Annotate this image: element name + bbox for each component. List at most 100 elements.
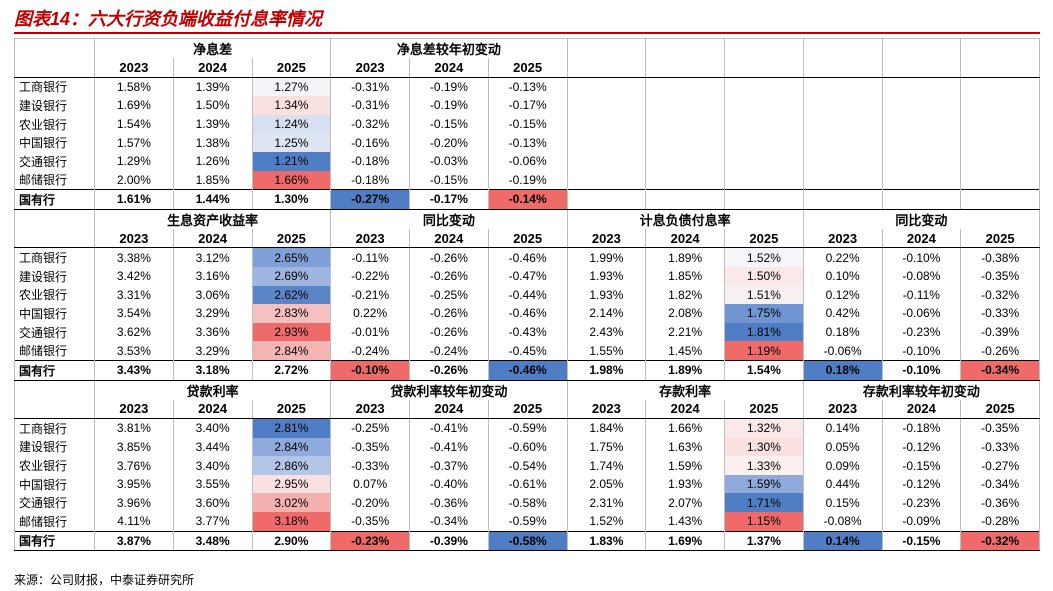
bank-row: 邮储银行 4.11% 3.77% 3.18% -0.35% -0.34% -0.59% 1.5…	[14, 512, 1040, 532]
empty-cell	[960, 189, 1040, 210]
total-row: 国有行 3.43% 3.18% 2.72% -0.10% -0.26% -0.46% 1.98…	[14, 359, 1040, 381]
bank-row: 中国银行 1.57% 1.38% 1.25% -0.16% -0.20% -0.13%	[14, 133, 1040, 152]
empty-cell	[881, 38, 962, 58]
total-value: -0.27%	[330, 189, 410, 210]
empty-cell	[566, 133, 647, 152]
empty-cell	[645, 38, 725, 58]
value-cell: -0.61%	[487, 474, 568, 494]
value-cell: 1.52%	[724, 247, 804, 267]
value-cell: -0.26%	[409, 304, 489, 323]
year-header: 2025	[251, 228, 332, 249]
year-header: 2025	[487, 58, 568, 78]
value-cell: -0.31%	[330, 77, 410, 97]
value-cell: -0.11%	[330, 247, 410, 267]
value-cell: -0.01%	[330, 322, 410, 342]
empty-cell	[802, 114, 883, 134]
empty-cell	[802, 96, 883, 115]
empty-cell	[645, 77, 725, 97]
value-cell: 3.29%	[172, 341, 253, 361]
value-cell: 1.39%	[172, 114, 253, 134]
value-cell: 3.60%	[172, 493, 253, 513]
bank-row: 邮储银行 2.00% 1.85% 1.66% -0.18% -0.15% -0.19%	[14, 170, 1040, 190]
empty-cell	[802, 58, 883, 78]
value-cell: 0.14%	[802, 418, 883, 438]
value-cell: -0.10%	[881, 341, 962, 361]
value-cell: 1.84%	[566, 418, 647, 438]
value-cell: -0.33%	[960, 437, 1040, 457]
total-value: -0.34%	[960, 359, 1040, 381]
bank-name: 工商银行	[14, 247, 95, 267]
value-cell: -0.44%	[487, 285, 568, 305]
value-cell: 0.18%	[802, 322, 883, 342]
bank-name: 建设银行	[14, 437, 95, 457]
value-cell: 2.05%	[566, 474, 647, 494]
bank-row: 工商银行 3.38% 3.12% 2.65% -0.11% -0.26% -0.46% 1.9…	[14, 247, 1040, 267]
bank-name: 中国银行	[14, 133, 95, 152]
empty-cell	[960, 114, 1040, 134]
value-cell: -0.41%	[409, 418, 489, 438]
total-value: 3.18%	[172, 359, 253, 381]
value-cell: 1.55%	[566, 341, 647, 361]
value-cell: 2.93%	[251, 322, 332, 342]
total-value: 1.83%	[566, 530, 647, 552]
empty-cell	[960, 96, 1040, 115]
value-cell: -0.33%	[330, 456, 410, 475]
value-cell: 1.93%	[645, 474, 725, 494]
value-cell: 0.22%	[330, 304, 410, 323]
empty-cell	[802, 170, 883, 190]
value-cell: 2.86%	[251, 456, 332, 475]
year-header: 2023	[94, 399, 174, 420]
total-label: 国有行	[14, 189, 95, 210]
value-cell: 1.45%	[645, 341, 725, 361]
value-cell: -0.34%	[960, 474, 1040, 494]
empty-cell	[566, 58, 647, 78]
value-cell: 1.66%	[645, 418, 725, 438]
value-cell: 2.21%	[645, 322, 725, 342]
value-cell: -0.38%	[960, 247, 1040, 267]
value-cell: 3.18%	[251, 512, 332, 532]
value-cell: 1.39%	[172, 77, 253, 97]
bank-row: 农业银行 3.31% 3.06% 2.62% -0.21% -0.25% -0.44% 1.9…	[14, 285, 1040, 305]
value-cell: 1.74%	[566, 456, 647, 475]
value-cell: -0.18%	[330, 170, 410, 190]
bank-row: 建设银行 1.69% 1.50% 1.34% -0.31% -0.19% -0.17%	[14, 96, 1040, 115]
value-cell: -0.06%	[881, 304, 962, 323]
bank-row: 交通银行 1.29% 1.26% 1.21% -0.18% -0.03% -0.06%	[14, 151, 1040, 171]
value-cell: 1.57%	[94, 133, 174, 152]
empty-cell	[14, 38, 95, 58]
header-row: 净息差 净息差较年初变动	[14, 38, 1040, 58]
value-cell: 1.21%	[251, 151, 332, 171]
value-cell: 1.81%	[724, 322, 804, 342]
value-cell: 3.02%	[251, 493, 332, 513]
bank-name: 工商银行	[14, 77, 95, 97]
year-header: 2023	[566, 228, 647, 249]
total-value: 1.61%	[94, 189, 174, 210]
empty-cell	[645, 170, 725, 190]
header-row: 生息资产收益率 同比变动 计息负债付息率 同比变动	[14, 208, 1041, 229]
total-value: 3.87%	[94, 530, 174, 552]
value-cell: 0.10%	[802, 266, 883, 286]
empty-cell	[724, 189, 804, 210]
group-title: 存款利率	[566, 379, 804, 400]
value-cell: 1.29%	[94, 151, 174, 171]
value-cell: 0.42%	[802, 304, 883, 323]
value-cell: 1.43%	[645, 512, 725, 532]
value-cell: 1.93%	[566, 285, 647, 305]
value-cell: -0.27%	[960, 456, 1040, 475]
year-row: 2023 2024 2025 2023 2024 2025 2023 2024 2025 2023…	[14, 399, 1040, 420]
value-cell: 1.59%	[645, 456, 725, 475]
empty-cell	[724, 77, 804, 97]
value-cell: 3.42%	[94, 266, 174, 286]
value-cell: 2.95%	[251, 474, 332, 494]
year-header: 2024	[172, 228, 253, 249]
value-cell: -0.19%	[487, 170, 568, 190]
year-header: 2024	[409, 399, 489, 420]
value-cell: -0.24%	[409, 341, 489, 361]
value-cell: -0.24%	[330, 341, 410, 361]
group-title: 同比变动	[330, 208, 568, 229]
value-cell: -0.36%	[960, 493, 1040, 513]
year-header: 2023	[330, 399, 410, 420]
empty-cell	[645, 151, 725, 171]
value-cell: 2.81%	[251, 418, 332, 438]
value-cell: 2.62%	[251, 285, 332, 305]
